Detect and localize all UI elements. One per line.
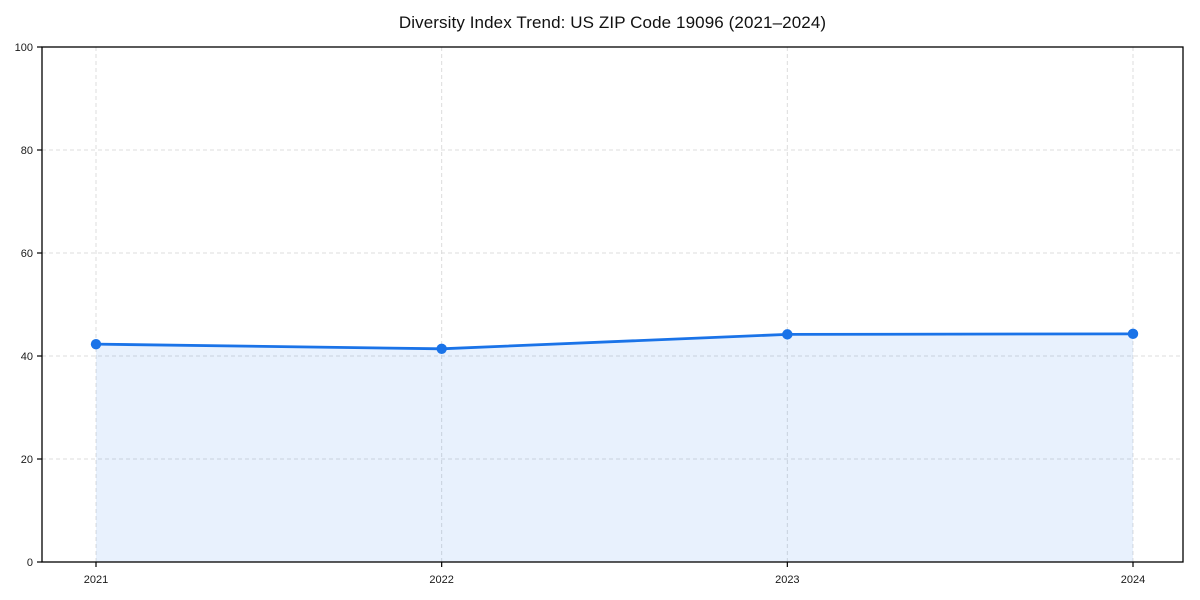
x-tick-label: 2023	[775, 574, 799, 586]
y-tick-label: 40	[21, 351, 33, 363]
data-point-2021	[90, 338, 102, 350]
data-point-2023	[782, 329, 793, 340]
y-tick-label: 80	[21, 145, 33, 157]
area-fill	[96, 333, 1133, 562]
y-tick-label: 60	[21, 248, 33, 260]
chart-title: Diversity Index Trend: US ZIP Code 19096…	[398, 13, 827, 32]
y-tick-label: 0	[27, 557, 33, 569]
data-point-2022	[436, 343, 447, 354]
y-tick-label: 100	[15, 42, 33, 54]
x-tick-label: 2024	[1121, 574, 1145, 586]
x-tick-label: 2022	[429, 574, 453, 586]
trend-line	[94, 332, 1135, 351]
data-point-2024	[1127, 328, 1139, 340]
plot-border	[41, 46, 1184, 563]
x-tick-label: 2021	[84, 574, 108, 586]
y-tick-label: 20	[21, 454, 33, 466]
